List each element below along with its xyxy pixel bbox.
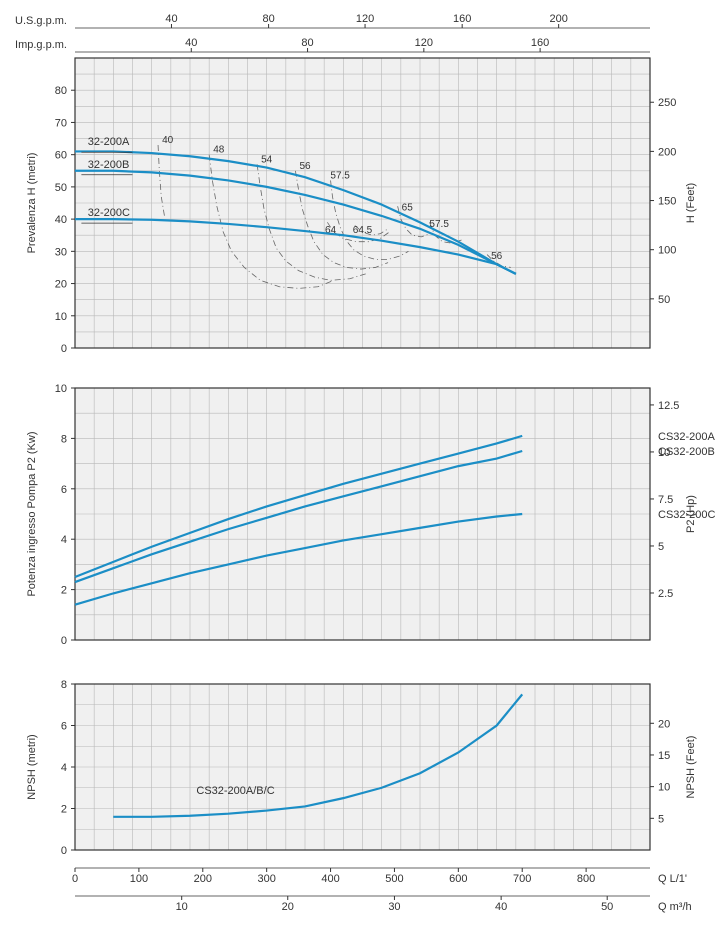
ytick-left: 6 [61, 484, 67, 496]
top-tick: 120 [356, 13, 374, 25]
top-tick: 160 [531, 37, 549, 49]
ytick-right: 12.5 [658, 400, 679, 412]
series-label: CS32-200A [658, 431, 716, 443]
top-tick: 40 [185, 37, 197, 49]
bottom-tick: 400 [321, 873, 339, 885]
ytick-left: 2 [61, 585, 67, 597]
ytick-left: 8 [61, 679, 67, 691]
ytick-left: 10 [55, 383, 67, 395]
top-tick: 40 [165, 13, 177, 25]
bottom-tick: 800 [577, 873, 595, 885]
ytick-left: 40 [55, 214, 67, 226]
iso-label: 65 [402, 203, 414, 214]
iso-label: 64.5 [353, 225, 373, 236]
ytick-right: 20 [658, 718, 670, 730]
ytick-right: 200 [658, 146, 676, 158]
top-axis-label: Imp.g.p.m. [15, 39, 67, 51]
bottom-tick: 40 [495, 901, 507, 913]
top-tick: 80 [301, 37, 313, 49]
top-tick: 160 [453, 13, 471, 25]
bottom-tick: 0 [72, 873, 78, 885]
series-label: 32-200C [88, 207, 130, 219]
ytick-left: 4 [61, 762, 67, 774]
bottom-tick: 50 [601, 901, 613, 913]
ytick-left: 0 [61, 343, 67, 355]
series-label: CS32-200A/B/C [196, 785, 274, 797]
pump-curves-chart: U.S.g.p.m.4080120160200Imp.g.p.m.4080120… [0, 0, 716, 926]
iso-label: 48 [213, 145, 225, 156]
ytick-right: 250 [658, 97, 676, 109]
ytick-right: 50 [658, 294, 670, 306]
ytick-left: 30 [55, 246, 67, 258]
y-left-label: NPSH (metri) [26, 734, 38, 799]
ytick-right: 15 [658, 750, 670, 762]
bottom-tick: 700 [513, 873, 531, 885]
top-tick: 200 [549, 13, 567, 25]
top-tick: 120 [415, 37, 433, 49]
ytick-right: 150 [658, 196, 676, 208]
ytick-left: 70 [55, 117, 67, 129]
ytick-right: 100 [658, 245, 676, 257]
ytick-left: 8 [61, 433, 67, 445]
y-right-label: NPSH (Feet) [685, 736, 697, 799]
ytick-left: 50 [55, 182, 67, 194]
ytick-left: 60 [55, 150, 67, 162]
iso-label: 56 [491, 251, 503, 262]
bottom-axis-label: Q L/1' [658, 873, 687, 885]
top-axis-label: U.S.g.p.m. [15, 15, 67, 27]
top-tick: 80 [262, 13, 274, 25]
ytick-right: 7.5 [658, 494, 673, 506]
iso-label: 57.5 [330, 170, 350, 181]
bottom-tick: 10 [176, 901, 188, 913]
iso-label: 40 [162, 135, 174, 146]
bottom-tick: 200 [194, 873, 212, 885]
bottom-tick: 600 [449, 873, 467, 885]
y-left-label: Prevalenza H (metri) [26, 153, 38, 254]
iso-label: 56 [299, 161, 311, 172]
iso-label: 54 [261, 154, 273, 165]
series-label: 32-200A [88, 136, 130, 148]
series-label: CS32-200B [658, 446, 715, 458]
y-right-label: H (Feet) [685, 183, 697, 223]
ytick-left: 0 [61, 845, 67, 857]
series-label: CS32-200C [658, 509, 716, 521]
bottom-tick: 30 [388, 901, 400, 913]
bottom-tick: 100 [130, 873, 148, 885]
ytick-left: 6 [61, 721, 67, 733]
bottom-tick: 300 [257, 873, 275, 885]
ytick-left: 4 [61, 534, 67, 546]
ytick-right: 10 [658, 782, 670, 794]
ytick-left: 80 [55, 85, 67, 97]
bottom-tick: 20 [282, 901, 294, 913]
ytick-right: 2.5 [658, 588, 673, 600]
ytick-right: 5 [658, 541, 664, 553]
bottom-tick: 500 [385, 873, 403, 885]
ytick-right: 5 [658, 813, 664, 825]
ytick-left: 10 [55, 311, 67, 323]
ytick-left: 0 [61, 635, 67, 647]
bottom-axis-label: Q m³/h [658, 901, 692, 913]
series-label: 32-200B [88, 159, 130, 171]
y-left-label: Potenza ingresso Pompa P2 (Kw) [26, 431, 38, 596]
ytick-left: 20 [55, 279, 67, 291]
ytick-left: 2 [61, 804, 67, 816]
